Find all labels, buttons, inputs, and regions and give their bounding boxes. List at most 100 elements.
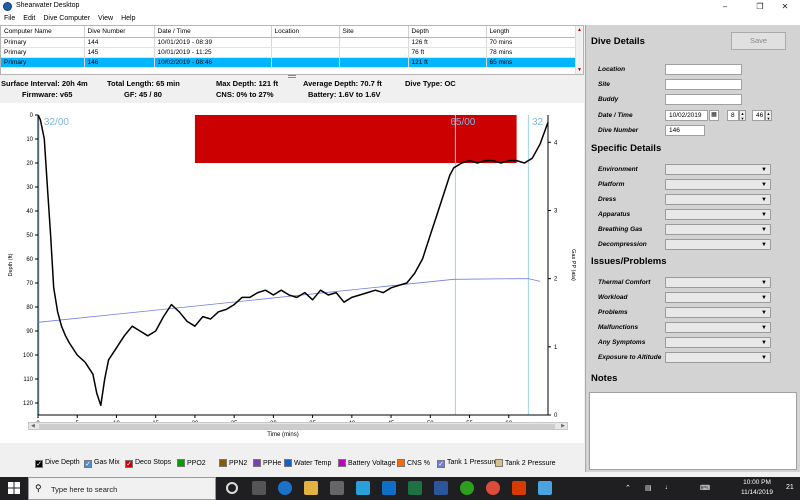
dropdown-select[interactable]: ▼	[665, 337, 771, 348]
legend-item[interactable]: PPN2	[219, 459, 247, 467]
checkbox-icon[interactable]	[397, 459, 405, 467]
legend-item[interactable]: PPHe	[253, 459, 281, 467]
taskbar-search[interactable]: ⚲ Type here to search	[28, 477, 216, 500]
dive-number-field[interactable]: 146	[665, 125, 705, 136]
checkbox-checked-icon[interactable]: ✓	[125, 460, 133, 468]
tray-network-icon[interactable]: ▤	[645, 485, 652, 492]
legend-item[interactable]: Water Temp	[284, 459, 331, 467]
dropdown-select[interactable]: ▼	[665, 352, 771, 363]
dropdown-select[interactable]: ▼	[665, 292, 771, 303]
dropdown-select[interactable]: ▼	[665, 239, 771, 250]
scroll-up-icon[interactable]: ▲	[577, 27, 582, 33]
edge-icon[interactable]	[278, 481, 292, 495]
close-button[interactable]: ✕	[781, 2, 789, 11]
calendar-icon[interactable]: ▦	[709, 110, 719, 121]
checkbox-checked-icon[interactable]: ✓	[35, 460, 43, 468]
tray-chevron-icon[interactable]: ⌃	[625, 485, 631, 492]
legend-item[interactable]: PPO2	[177, 459, 206, 467]
date-field[interactable]: 10/02/2019	[665, 110, 708, 121]
legend-item[interactable]: ✓ Gas Mix	[84, 459, 120, 468]
checkbox-icon[interactable]	[219, 459, 227, 467]
app-icon-2[interactable]	[356, 481, 370, 495]
scroll-down-icon[interactable]: ▼	[577, 67, 582, 73]
cortana-icon[interactable]	[226, 482, 238, 494]
minute-stepper[interactable]: ▲ ▼	[765, 110, 772, 121]
menu-dive-computer[interactable]: Dive Computer	[43, 15, 91, 22]
scrollbar-thumb[interactable]	[39, 424, 555, 429]
chart-horizontal-scrollbar[interactable]: ◀ ▶	[28, 422, 568, 430]
checkbox-icon[interactable]	[177, 459, 185, 467]
legend-item[interactable]: ✓ Tank 1 Pressure	[437, 459, 498, 468]
column-header[interactable]: Dive Number	[84, 26, 155, 38]
notes-textarea[interactable]	[589, 392, 797, 470]
word-icon[interactable]	[434, 481, 448, 495]
legend-item[interactable]: Battery Voltage	[338, 459, 395, 467]
file-explorer-icon[interactable]	[304, 481, 318, 495]
table-cell: Primary	[1, 57, 85, 68]
checkbox-icon[interactable]	[284, 459, 292, 467]
y-tick-label: 60	[26, 257, 33, 263]
table-row[interactable]: Primary 145 10/01/2019 - 11:25 76 ft 78 mins	[1, 47, 578, 58]
scroll-left-icon[interactable]: ◀	[31, 423, 35, 429]
menu-help[interactable]: Help	[121, 15, 136, 22]
task-view-icon[interactable]	[252, 481, 266, 495]
checkbox-checked-icon[interactable]: ✓	[84, 460, 92, 468]
table-row-selected[interactable]: Primary 146 10/02/2019 - 08:46 121 ft 65 min…	[1, 57, 578, 68]
column-header[interactable]: Location	[271, 26, 340, 38]
location-field[interactable]	[665, 64, 742, 75]
outlook-icon[interactable]	[382, 481, 396, 495]
legend-item[interactable]: ✓ Dive Depth	[35, 459, 80, 468]
scroll-right-icon[interactable]: ▶	[561, 423, 565, 429]
excel-icon[interactable]	[408, 481, 422, 495]
app-icon-3[interactable]	[512, 481, 526, 495]
notification-count[interactable]: 21	[786, 484, 794, 491]
menu-file[interactable]: File	[4, 15, 16, 22]
legend-item[interactable]: CNS %	[397, 459, 430, 467]
checkbox-icon[interactable]	[338, 459, 346, 467]
site-field[interactable]	[665, 79, 742, 90]
chevron-down-icon: ▼	[761, 310, 767, 316]
minute-field[interactable]: 46	[752, 110, 765, 121]
column-header[interactable]: Site	[339, 26, 409, 38]
tray-volume-icon[interactable]: ♩	[665, 484, 672, 491]
dropdown-select[interactable]: ▼	[665, 224, 771, 235]
tray-keyboard-icon[interactable]: ⌨	[700, 485, 711, 492]
legend-item[interactable]: Tank 2 Pressure	[495, 459, 556, 467]
column-header[interactable]: Depth	[408, 26, 487, 38]
save-button[interactable]: Save	[731, 32, 786, 50]
field-label: Any Symptoms	[598, 339, 646, 346]
table-scrollbar[interactable]: ▲ ▼	[575, 26, 583, 74]
menu-edit[interactable]: Edit	[23, 15, 36, 22]
dropdown-select[interactable]: ▼	[665, 307, 771, 318]
hour-stepper[interactable]: ▲ ▼	[739, 110, 746, 121]
dropdown-select[interactable]: ▼	[665, 322, 771, 333]
hour-field[interactable]: 8	[727, 110, 739, 121]
maximize-button[interactable]: ❐	[756, 2, 764, 11]
legend-item[interactable]: ✓ Deco Stops	[125, 459, 171, 468]
checkbox-icon[interactable]	[253, 459, 261, 467]
dropdown-select[interactable]: ▼	[665, 164, 771, 175]
shearwater-taskbar-icon[interactable]	[538, 481, 552, 495]
y-tick-label: 30	[26, 185, 33, 191]
menu-view[interactable]: View	[98, 15, 114, 22]
column-header[interactable]: Length	[486, 26, 578, 38]
store-icon[interactable]	[330, 481, 344, 495]
dropdown-select[interactable]: ▼	[665, 194, 771, 205]
dropdown-select[interactable]: ▼	[665, 277, 771, 288]
field-label: Apparatus	[598, 211, 631, 218]
clock-date[interactable]: 11/14/2019	[740, 489, 774, 496]
minimize-button[interactable]: –	[722, 2, 728, 11]
column-header[interactable]: Date / Time	[154, 26, 272, 38]
column-header[interactable]: Computer Name	[1, 26, 85, 38]
clock-time[interactable]: 10:00 PM	[743, 479, 771, 486]
dropdown-select[interactable]: ▼	[665, 209, 771, 220]
checkbox-checked-icon[interactable]: ✓	[437, 460, 445, 468]
pane-splitter[interactable]	[288, 75, 296, 78]
chrome-icon[interactable]	[486, 481, 500, 495]
checkbox-icon[interactable]	[495, 459, 503, 467]
dropdown-select[interactable]: ▼	[665, 179, 771, 190]
table-row[interactable]: Primary 144 10/01/2019 - 08:39 126 ft 70 min…	[1, 37, 578, 48]
quickbooks-icon[interactable]	[460, 481, 474, 495]
windows-start-icon[interactable]	[8, 482, 20, 494]
buddy-field[interactable]	[665, 94, 742, 105]
